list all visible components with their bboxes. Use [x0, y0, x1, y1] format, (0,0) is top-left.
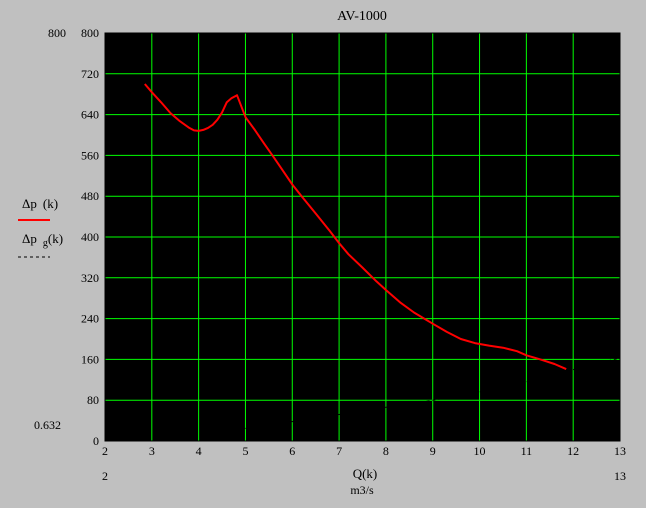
y-tick-label: 160 — [81, 352, 99, 366]
y-tick-label: 560 — [81, 148, 99, 162]
y-tick-label: 720 — [81, 67, 99, 81]
x-tick-label: 8 — [383, 444, 389, 458]
x-tick-label: 3 — [149, 444, 155, 458]
x-tick-label: 6 — [289, 444, 295, 458]
x-variable-label: Q(k) — [353, 466, 378, 481]
y-tick-label: 800 — [81, 26, 99, 40]
y-tick-label: 320 — [81, 271, 99, 285]
x-tick-label: 7 — [336, 444, 342, 458]
x-tick-label: 11 — [521, 444, 533, 458]
y-tick-label: 640 — [81, 108, 99, 122]
series-line-dpg — [104, 357, 621, 439]
x-tick-label: 9 — [430, 444, 436, 458]
x-unit-label: m3/s — [350, 483, 374, 497]
chart-title: AV-1000 — [337, 9, 387, 24]
x-tick-label: 10 — [474, 444, 486, 458]
legend-label-dpg: Δp g(k) — [22, 231, 63, 249]
x-tick-label: 13 — [614, 444, 626, 458]
x-max-label: 13 — [614, 469, 626, 483]
y-tick-label: 240 — [81, 312, 99, 326]
y-tick-label: 480 — [81, 189, 99, 203]
legend-label-dp: Δp (k) — [22, 196, 58, 211]
x-min-label: 2 — [102, 469, 108, 483]
y-tick-label: 0 — [93, 434, 99, 448]
y-max-label: 800 — [48, 26, 66, 40]
y-tick-label: 80 — [87, 393, 99, 407]
plot-border — [104, 32, 621, 442]
x-tick-label: 5 — [242, 444, 248, 458]
x-tick-label: 12 — [567, 444, 579, 458]
y-tick-label: 400 — [81, 230, 99, 244]
x-tick-label: 4 — [196, 444, 202, 458]
series-line-dp — [144, 83, 567, 371]
y-min-label: 0.632 — [34, 418, 61, 432]
x-tick-label: 2 — [102, 444, 108, 458]
legend: Δp (k) Δp g(k) — [18, 196, 63, 258]
